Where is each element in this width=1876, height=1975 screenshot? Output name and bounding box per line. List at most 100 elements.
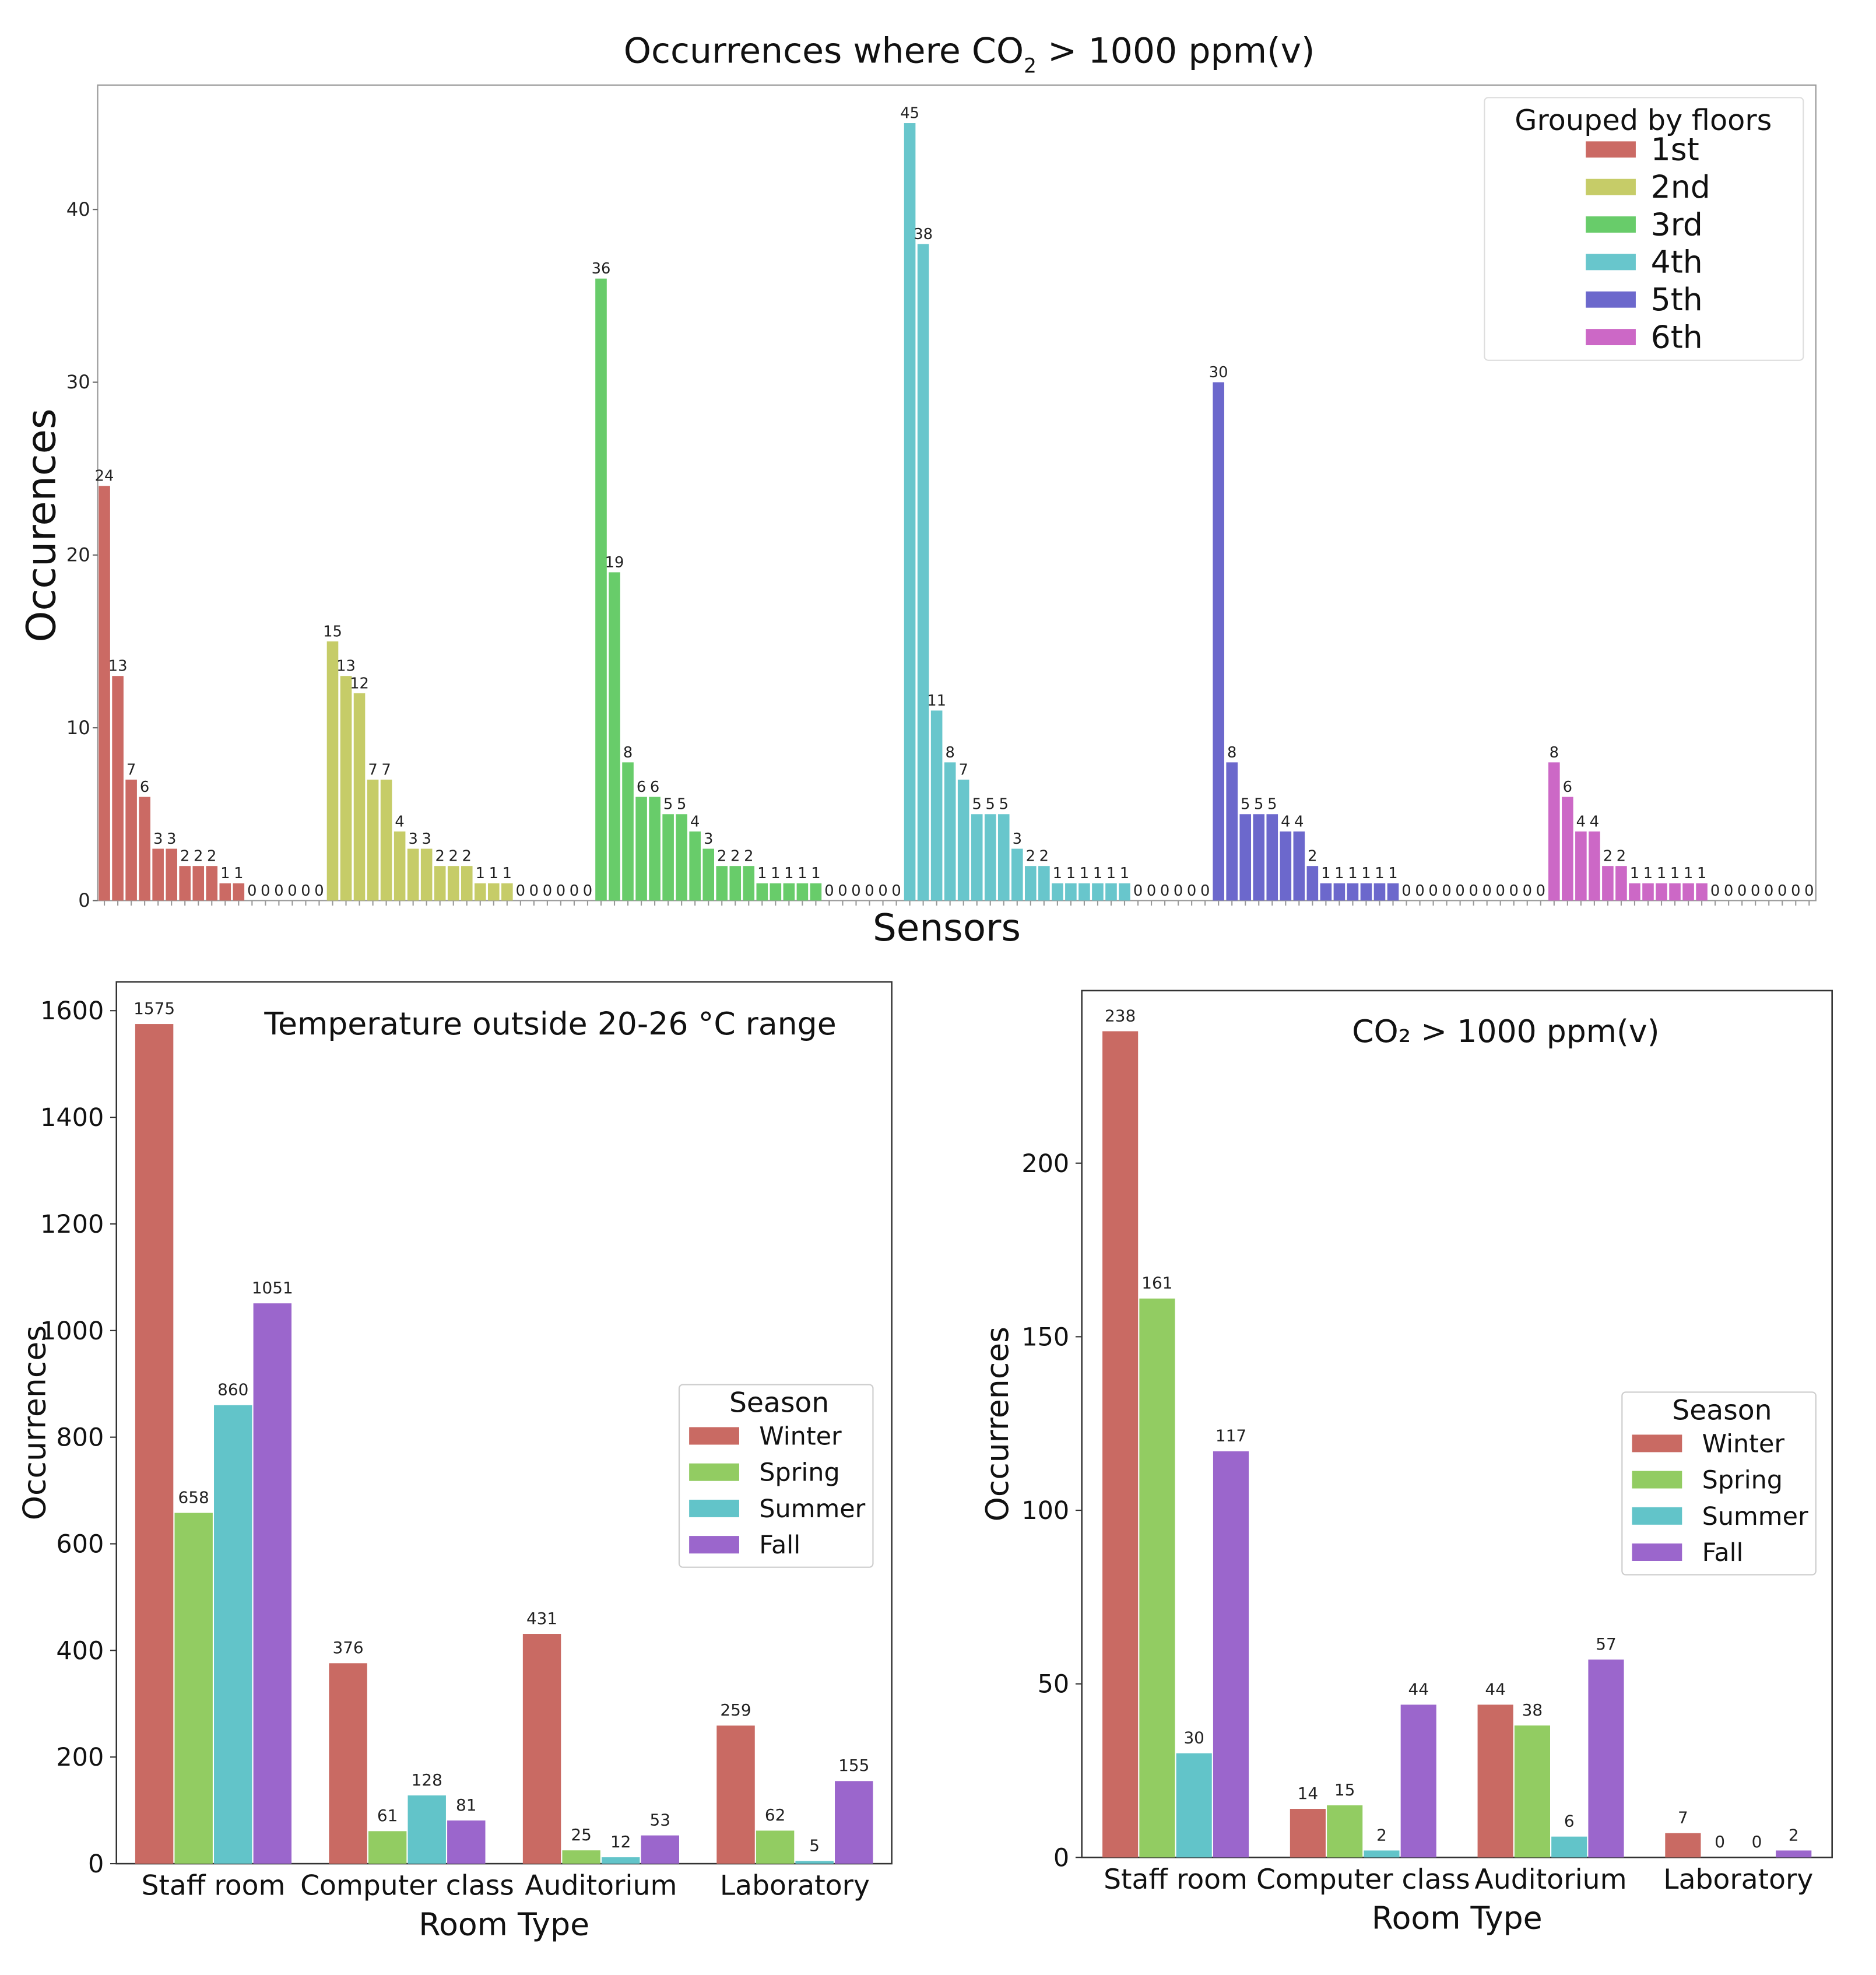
bar-5th [1347, 883, 1359, 901]
bar-Fall [1776, 1850, 1812, 1858]
data-label: 5 [677, 796, 686, 813]
data-label: 1 [1657, 865, 1666, 882]
plot-frame [97, 84, 1817, 901]
bar-2nd [501, 883, 513, 901]
data-label: 1 [1106, 865, 1116, 882]
data-label: 0 [543, 882, 552, 900]
data-label: 0 [1442, 882, 1451, 900]
data-label: 6 [650, 778, 659, 796]
data-label: 0 [261, 882, 270, 900]
y-tick-label: 0 [78, 889, 90, 911]
legend-swatch-Summer [689, 1499, 739, 1517]
data-label: 4 [1294, 813, 1304, 830]
data-label: 7 [1678, 1808, 1688, 1827]
data-label: 2 [744, 848, 753, 865]
data-label: 15 [323, 623, 342, 640]
bar-3rd [810, 883, 822, 901]
data-label: 1 [1120, 865, 1129, 882]
data-label: 1 [1670, 865, 1680, 882]
legend-label: 2nd [1651, 169, 1710, 205]
bar-Spring [1514, 1725, 1550, 1858]
y-tick-label: 0 [1053, 1843, 1069, 1872]
bar-5th [1266, 814, 1278, 901]
bar-6th [1602, 866, 1614, 901]
bar-1st [99, 486, 110, 901]
data-label: 0 [1401, 882, 1411, 900]
y-tick-label: 400 [56, 1636, 104, 1665]
bar-4th [1092, 883, 1104, 901]
bar-4th [1052, 883, 1063, 901]
data-label: 2 [207, 848, 216, 865]
data-label: 0 [1737, 882, 1747, 900]
x-axis-label: Room Type [1372, 1900, 1543, 1937]
bar-Winter [1665, 1833, 1701, 1858]
legend-swatch-Winter [689, 1427, 739, 1445]
data-label: 1 [811, 865, 820, 882]
chart-title: Occurrences where CO2 > 1000 ppm(v) [624, 30, 1315, 78]
data-label: 3 [153, 830, 163, 848]
bar-Summer [601, 1857, 640, 1864]
data-label: 13 [336, 658, 356, 675]
bar-5th [1320, 883, 1332, 901]
bar-1st [219, 883, 231, 901]
data-label: 0 [583, 882, 592, 900]
bar-4th [904, 123, 916, 901]
data-label: 0 [1791, 882, 1800, 900]
bar-6th [1656, 883, 1667, 901]
data-label: 62 [765, 1805, 785, 1825]
bar-3rd [743, 866, 755, 901]
data-label: 1 [1080, 865, 1089, 882]
data-label: 7 [381, 761, 391, 778]
data-label: 0 [1482, 882, 1491, 900]
bar-Summer [407, 1795, 446, 1864]
x-tick-label: Laboratory [1663, 1864, 1813, 1896]
bar-2nd [326, 641, 339, 901]
data-label: 0 [1496, 882, 1505, 900]
bar-2nd [353, 693, 366, 901]
legend-swatch-Summer [1632, 1507, 1682, 1525]
data-label: 0 [556, 882, 565, 900]
data-label: 238 [1105, 1006, 1136, 1025]
data-label: 7 [127, 761, 136, 778]
legend-swatch-Winter [1632, 1434, 1682, 1453]
data-label: 14 [1298, 1784, 1318, 1803]
data-label: 0 [1715, 1832, 1725, 1851]
legend-title: Season [729, 1387, 829, 1419]
data-label: 25 [571, 1825, 591, 1844]
bar-Winter [329, 1663, 367, 1864]
bar-3rd [716, 866, 728, 901]
data-label: 3 [167, 830, 176, 848]
data-label: 5 [1241, 796, 1250, 813]
data-label: 1 [1643, 865, 1653, 882]
data-label: 7 [959, 761, 968, 778]
data-label: 0 [1469, 882, 1478, 900]
y-tick-label: 0 [88, 1850, 104, 1879]
data-label: 12 [610, 1832, 631, 1851]
chart-title: Temperature outside 20-26 °C range [264, 1005, 836, 1042]
y-tick-label: 600 [56, 1530, 104, 1559]
bar-Spring [174, 1513, 213, 1864]
data-label: 2 [1603, 848, 1612, 865]
data-label: 0 [1710, 882, 1720, 900]
data-label: 5 [663, 796, 673, 813]
bar-3rd [635, 797, 647, 901]
bar-3rd [676, 814, 687, 901]
bar-6th [1589, 831, 1600, 901]
legend-label: Summer [759, 1495, 865, 1524]
bar-2nd [394, 831, 406, 901]
bar-4th [971, 814, 983, 901]
data-label: 8 [945, 744, 954, 762]
bar-5th [1333, 883, 1345, 901]
data-label: 161 [1141, 1274, 1172, 1293]
bar-Summer [1364, 1850, 1400, 1858]
bar-Fall [641, 1835, 679, 1864]
y-tick-label: 40 [66, 198, 90, 220]
legend-label: Spring [1702, 1466, 1783, 1495]
legend-swatch-3rd [1586, 216, 1636, 233]
data-label: 2 [449, 848, 458, 865]
bar-6th [1629, 883, 1640, 901]
data-label: 259 [720, 1700, 751, 1720]
data-label: 2 [1617, 848, 1626, 865]
data-label: 81 [456, 1795, 476, 1815]
